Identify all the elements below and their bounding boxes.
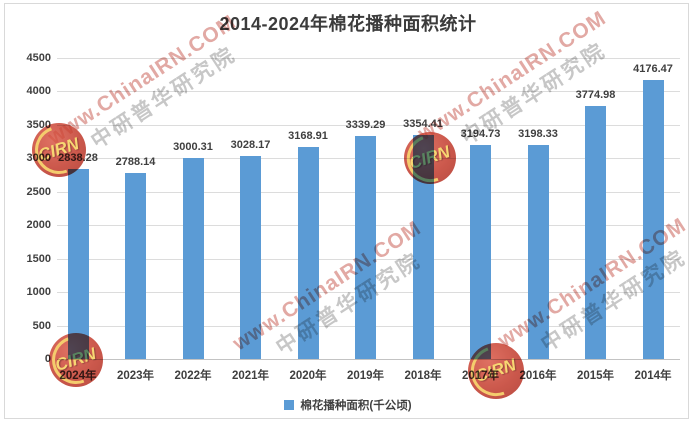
x-tick-label: 2018年	[404, 370, 442, 382]
x-tick-label: 2019年	[346, 370, 385, 382]
legend: 棉花播种面积(千公顷)	[0, 397, 696, 413]
bar-2019年	[355, 136, 376, 359]
y-tick-label: 4500	[26, 52, 51, 64]
gridline-0	[57, 359, 680, 360]
bar-value-label: 3198.33	[518, 128, 558, 140]
y-tick-label: 1000	[26, 286, 51, 299]
bar-value-label: 3774.98	[575, 89, 616, 101]
y-tick-label: 1500	[26, 252, 51, 265]
legend-label: 棉花播种面积(千公顷)	[300, 400, 412, 412]
bar-value-label: 3339.29	[345, 119, 386, 131]
bar-value-label: 3168.91	[288, 130, 328, 142]
bar-2021年	[240, 156, 261, 359]
bar-2015年	[585, 106, 606, 359]
bar-value-label: 3354.41	[403, 118, 443, 130]
x-tick-label: 2020年	[289, 370, 327, 382]
bar-2016年	[527, 145, 549, 359]
x-tick-label: 2021年	[231, 370, 270, 382]
y-tick-label: 3000	[26, 152, 51, 165]
chart-title: 2014-2024年棉花播种面积统计	[219, 14, 477, 34]
y-tick-label: 3500	[26, 118, 51, 131]
x-tick-label: 2016年	[519, 370, 557, 382]
bar-2020年	[297, 147, 319, 359]
bar-value-label: 2788.14	[115, 156, 156, 168]
legend-marker-icon	[284, 400, 295, 410]
x-tick-label: 2014年	[634, 370, 672, 382]
y-tick-label: 2500	[26, 185, 51, 198]
y-tick-label: 2000	[26, 219, 51, 232]
x-tick-label: 2022年	[174, 370, 212, 382]
bar-2023年	[125, 173, 146, 359]
bar-value-label: 4176.47	[633, 63, 673, 75]
bar-2017年	[470, 145, 491, 359]
x-tick-label: 2015年	[576, 370, 615, 382]
bar-2018年	[412, 135, 434, 359]
gridline-4500	[57, 58, 680, 59]
y-tick-label: 0	[44, 353, 51, 365]
bar-value-label: 3000.31	[173, 141, 213, 153]
x-tick-label: 2024年	[59, 370, 97, 382]
bar-2014年	[642, 80, 664, 359]
bar-2024年	[67, 169, 89, 359]
gridline-4000	[57, 91, 680, 93]
plot-area: 0 500 1000 1500 2000 2500 3000 3500 4000 4500 283…	[27, 52, 680, 382]
x-tick-label: 2017年	[461, 370, 500, 382]
gridline-3500	[57, 124, 680, 126]
bar-value-label: 3028.17	[230, 139, 271, 151]
y-tick-label: 4000	[26, 85, 51, 98]
bar-value-label: 2838.28	[58, 152, 98, 164]
bar-value-label: 3194.73	[460, 128, 501, 140]
bar-2022年	[182, 158, 204, 359]
y-tick-label: 500	[32, 319, 51, 332]
chart-frame	[4, 3, 689, 419]
x-tick-label: 2023年	[116, 370, 155, 382]
